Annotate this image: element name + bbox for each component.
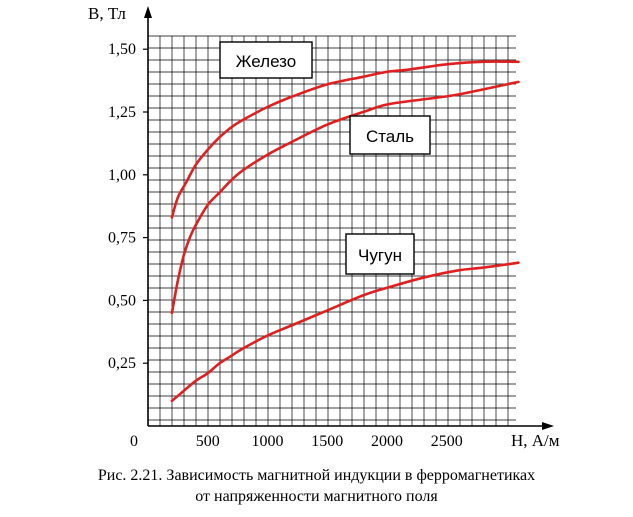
figure-caption-line-1: Рис. 2.21. Зависимость магнитной индукци… bbox=[97, 467, 536, 484]
series-label-cast-iron: Чугун bbox=[358, 246, 402, 265]
chart-grid bbox=[148, 35, 516, 426]
x-axis-label: H, А/м bbox=[511, 431, 560, 450]
x-tick-label: 2500 bbox=[431, 433, 463, 450]
figure-caption-line-2: от напряженности магнитного поля bbox=[195, 488, 438, 505]
origin-label: 0 bbox=[130, 433, 138, 450]
x-tick-label: 2000 bbox=[371, 433, 403, 450]
y-tick-label: 1,50 bbox=[108, 41, 136, 58]
x-axis-arrow bbox=[542, 422, 554, 430]
x-tick-label: 1000 bbox=[252, 433, 284, 450]
series-label-iron: Железо bbox=[236, 52, 296, 71]
label-box-cast-iron: Чугун bbox=[345, 233, 415, 275]
series-label-steel: Сталь bbox=[366, 127, 414, 146]
y-tick-label: 1,00 bbox=[108, 167, 136, 184]
curve-iron bbox=[170, 60, 520, 219]
y-tick-label: 1,25 bbox=[108, 104, 136, 121]
y-tick-label: 0,50 bbox=[108, 292, 136, 309]
y-axis-label: B, Тл bbox=[88, 4, 126, 23]
x-tick-label: 500 bbox=[196, 433, 220, 450]
chart-axes bbox=[144, 6, 554, 430]
x-tick-label: 1500 bbox=[311, 433, 343, 450]
y-tick-label: 0,25 bbox=[108, 355, 136, 372]
chart-curves bbox=[170, 60, 520, 403]
label-box-steel: Сталь bbox=[349, 115, 431, 155]
tick-labels: 500 1000 1500 2000 2500 0,25 0,50 0,75 1,00 1,25 1… bbox=[108, 41, 463, 450]
label-box-iron: Железо bbox=[219, 41, 313, 79]
curve-steel bbox=[170, 80, 520, 315]
y-tick-label: 0,75 bbox=[108, 230, 136, 247]
curve-cast-iron bbox=[170, 261, 520, 403]
y-axis-arrow bbox=[144, 6, 152, 18]
